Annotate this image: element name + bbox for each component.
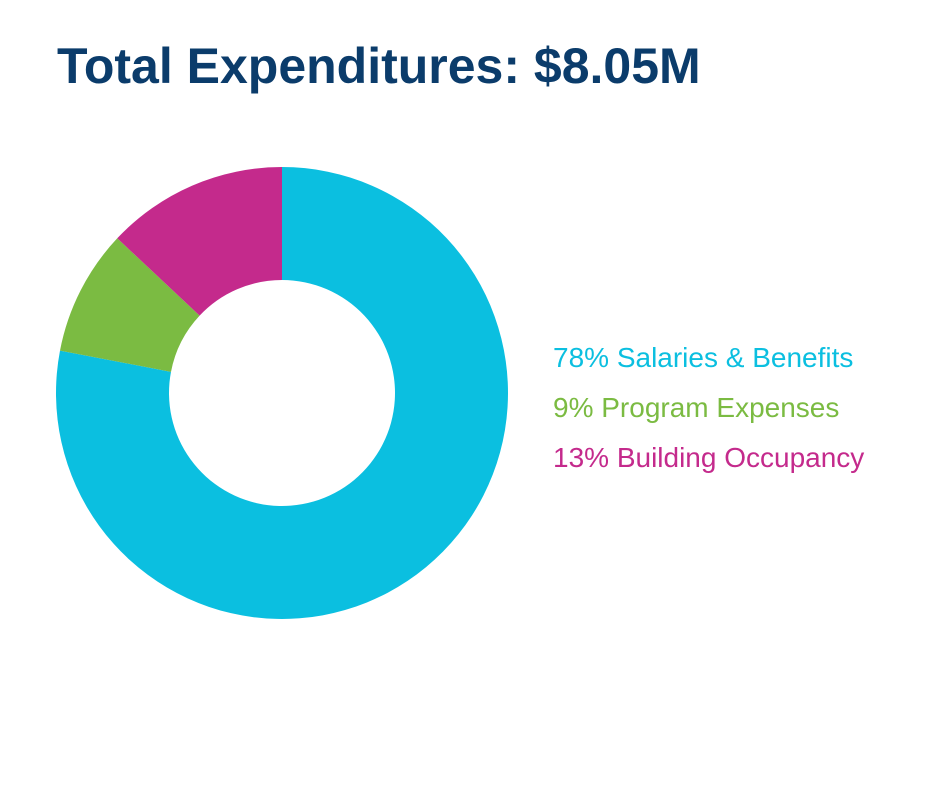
- donut-slices: [55, 167, 508, 619]
- legend-item-program-expenses: 9% Program Expenses: [553, 392, 840, 423]
- chart-title: Total Expenditures: $8.05M: [57, 38, 701, 94]
- legend-item-building-occupancy: 13% Building Occupancy: [553, 442, 865, 473]
- slice-program-expenses: [60, 238, 200, 372]
- chart-legend: 78% Salaries & Benefits 9% Program Expen…: [553, 333, 864, 483]
- legend-item-salaries-benefits: 78% Salaries & Benefits: [553, 342, 854, 373]
- slice-building-occupancy: [117, 167, 283, 316]
- slice-salaries-benefits: [55, 167, 508, 619]
